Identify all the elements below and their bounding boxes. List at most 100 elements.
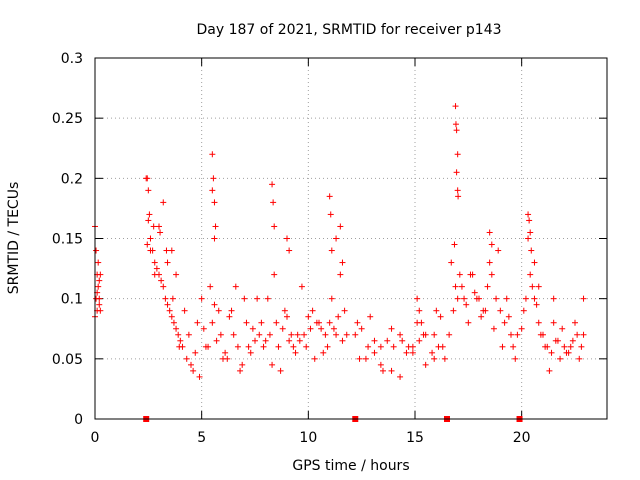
data-point — [557, 355, 564, 362]
data-point — [309, 307, 316, 314]
data-point — [535, 283, 542, 290]
data-point — [230, 331, 237, 338]
data-point — [416, 337, 423, 344]
data-point — [574, 331, 581, 338]
data-point — [294, 331, 301, 338]
data-point — [173, 271, 180, 278]
data-point — [456, 271, 463, 278]
data-point — [146, 211, 153, 218]
data-point — [266, 331, 273, 338]
data-point — [96, 301, 103, 308]
y-tick-label: 0.3 — [61, 51, 83, 67]
data-point — [237, 367, 244, 374]
data-point — [298, 283, 305, 290]
data-point — [262, 337, 269, 344]
data-point — [542, 343, 549, 350]
data-point — [170, 319, 177, 326]
data-point — [452, 121, 459, 128]
data-point — [569, 337, 576, 344]
data-point — [546, 367, 553, 374]
data-point — [529, 283, 536, 290]
data-point — [388, 325, 395, 332]
data-point — [305, 313, 312, 320]
data-point — [339, 337, 346, 344]
x-tick-label: 0 — [91, 430, 100, 446]
data-point — [528, 247, 535, 254]
data-point — [343, 331, 350, 338]
data-point — [453, 127, 460, 134]
data-point — [166, 307, 173, 314]
data-point — [277, 367, 284, 374]
data-point — [525, 211, 532, 218]
data-point — [497, 307, 504, 314]
data-point — [198, 295, 205, 302]
data-point — [453, 169, 460, 176]
data-point — [210, 175, 217, 182]
data-point — [275, 343, 282, 350]
data-point — [356, 355, 363, 362]
y-tick-label: 0.15 — [52, 232, 83, 248]
data-point — [367, 313, 374, 320]
data-point — [151, 259, 158, 266]
y-tick-label: 0.05 — [52, 352, 83, 368]
data-point — [550, 295, 557, 302]
data-point — [484, 283, 491, 290]
data-point — [337, 223, 344, 230]
data-point — [377, 361, 384, 368]
data-point — [220, 355, 226, 362]
data-point — [499, 343, 506, 350]
data-point — [452, 283, 459, 290]
data-point — [254, 295, 261, 302]
data-point — [365, 343, 372, 350]
data-point — [324, 343, 331, 350]
data-point — [273, 319, 280, 326]
data-point — [328, 247, 335, 254]
data-point — [96, 277, 103, 284]
data-point — [416, 307, 423, 314]
data-point — [256, 331, 263, 338]
data-point — [320, 349, 327, 356]
data-point — [397, 373, 404, 380]
data-point — [405, 343, 412, 350]
data-point — [326, 193, 333, 200]
data-point — [192, 349, 199, 356]
data-point — [486, 229, 493, 236]
y-tick-label: 0.1 — [61, 292, 83, 308]
data-point — [399, 337, 406, 344]
data-point — [525, 235, 532, 242]
data-point — [482, 307, 489, 314]
data-point — [403, 349, 410, 356]
data-point — [163, 247, 170, 254]
data-point — [232, 283, 239, 290]
data-point — [144, 175, 151, 182]
data-point — [454, 187, 461, 194]
data-point — [150, 223, 157, 230]
data-point — [328, 295, 335, 302]
data-point — [162, 295, 169, 302]
data-point — [209, 151, 216, 158]
data-point — [241, 295, 248, 302]
data-point — [522, 295, 529, 302]
x-tick-label: 20 — [513, 430, 531, 446]
data-point — [307, 325, 314, 332]
data-point — [508, 331, 514, 338]
data-point — [371, 337, 378, 344]
data-point — [213, 337, 220, 344]
data-point — [550, 319, 557, 326]
data-point — [503, 295, 510, 302]
data-point — [463, 301, 470, 308]
data-point — [326, 319, 333, 326]
y-tick-label: 0.2 — [61, 171, 83, 187]
data-point — [209, 319, 216, 326]
data-point — [518, 325, 525, 332]
data-point — [450, 307, 457, 314]
data-point — [441, 355, 448, 362]
data-point — [270, 199, 277, 206]
data-point — [451, 241, 458, 248]
data-point — [576, 355, 583, 362]
plot-frame — [94, 57, 608, 420]
grid-layer — [95, 58, 607, 419]
data-point — [327, 211, 334, 218]
data-point — [303, 343, 310, 350]
data-point — [96, 295, 103, 302]
